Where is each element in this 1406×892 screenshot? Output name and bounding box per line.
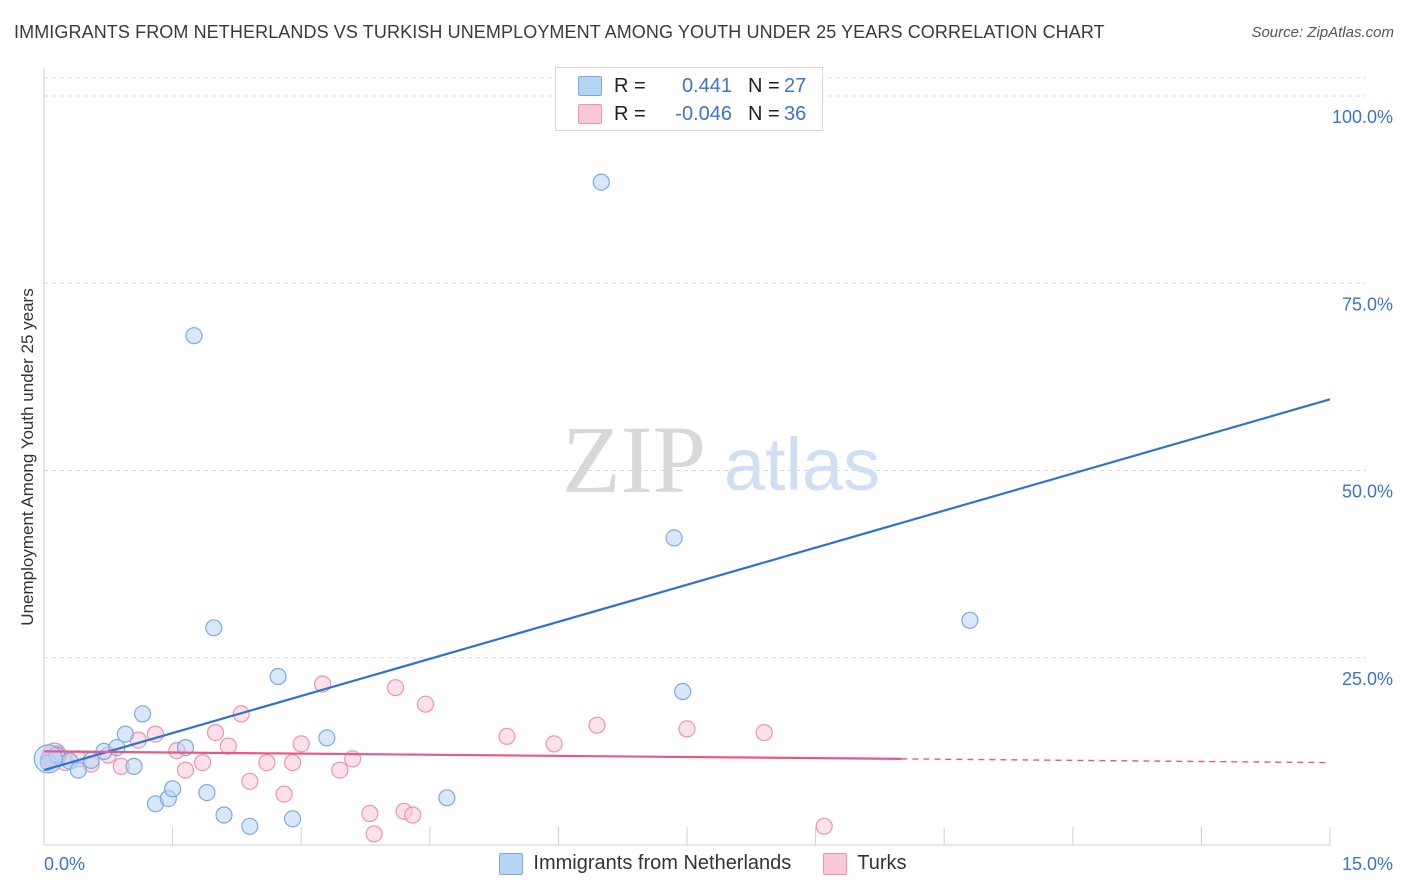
- netherlands-swatch: [578, 76, 602, 96]
- data-point: [404, 806, 422, 824]
- r-value: 0.441: [681, 74, 732, 97]
- source-credit: Source: ZipAtlas.com: [1251, 24, 1394, 41]
- data-point: [164, 780, 182, 798]
- data-point: [678, 720, 696, 738]
- legend-label: Turks: [857, 852, 907, 874]
- data-point: [258, 753, 276, 772]
- trend-lines: [43, 398, 1331, 772]
- data-point: [275, 785, 293, 803]
- r-value: -0.046: [675, 102, 732, 125]
- series-legend: Immigrants from Netherlands Turks: [0, 852, 1406, 875]
- legend-item-netherlands: Immigrants from Netherlands: [499, 852, 791, 875]
- data-point: [755, 723, 773, 742]
- tick-labels: 25.0% 50.0% 75.0% 100.0% 0.0% 15.0%: [44, 107, 1393, 874]
- data-point: [198, 783, 216, 802]
- data-point: [116, 725, 135, 743]
- y-tick-label: 25.0%: [1342, 669, 1393, 689]
- data-point: [284, 810, 302, 828]
- axes: [43, 68, 1331, 846]
- netherlands-swatch: [499, 852, 524, 875]
- grid-lines: [44, 77, 1366, 659]
- data-point: [176, 761, 195, 779]
- turks-points: [39, 675, 833, 843]
- n-label: N =: [748, 102, 780, 125]
- n-value: 36: [784, 102, 807, 125]
- data-point: [961, 611, 979, 629]
- data-point: [215, 806, 233, 824]
- turks-swatch: [823, 852, 848, 875]
- data-point: [498, 727, 516, 746]
- data-point: [194, 753, 212, 772]
- x-tick-label: 15.0%: [1342, 854, 1393, 874]
- data-point: [665, 529, 683, 547]
- data-point: [206, 723, 225, 742]
- data-point: [134, 705, 152, 723]
- x-tick-label: 0.0%: [44, 854, 85, 874]
- legend-item-turks: Turks: [823, 852, 907, 875]
- watermark: ZIP atlas: [562, 406, 880, 513]
- r-label: R =: [614, 74, 646, 97]
- data-point: [386, 679, 405, 697]
- chart-title: IMMIGRANTS FROM NETHERLANDS VS TURKISH U…: [14, 22, 1105, 42]
- data-point: [241, 817, 259, 835]
- data-point: [241, 772, 259, 790]
- legend-label: Immigrants from Netherlands: [533, 852, 792, 874]
- netherlands-trend-line: [43, 398, 1331, 772]
- turks-swatch: [578, 104, 602, 124]
- y-tick-label: 50.0%: [1342, 482, 1393, 502]
- data-point: [292, 735, 310, 753]
- netherlands-points: [33, 173, 979, 835]
- data-point: [416, 695, 435, 713]
- data-point: [815, 817, 833, 835]
- data-point: [125, 757, 143, 776]
- data-point: [361, 804, 379, 823]
- data-point: [205, 619, 223, 637]
- n-label: N =: [748, 74, 780, 97]
- correlation-legend: R = 0.441 N = 27 R = -0.046 N = 36: [555, 67, 823, 131]
- turks-trend-line: [43, 750, 902, 760]
- y-tick-label: 100.0%: [1332, 107, 1393, 127]
- legend-row-netherlands: R = 0.441 N = 27: [578, 72, 806, 100]
- data-point: [318, 729, 336, 747]
- data-point: [545, 735, 563, 753]
- n-value: 27: [784, 74, 807, 97]
- data-point: [588, 716, 606, 734]
- data-point: [365, 825, 383, 843]
- data-point: [185, 327, 203, 345]
- legend-row-turks: R = -0.046 N = 36: [578, 100, 806, 128]
- data-point: [219, 737, 237, 755]
- r-label: R =: [614, 102, 646, 125]
- data-point: [438, 789, 456, 807]
- data-point: [269, 667, 287, 686]
- data-point: [69, 761, 87, 779]
- watermark-atlas: atlas: [724, 423, 880, 506]
- data-point: [674, 682, 692, 701]
- data-point: [331, 761, 349, 779]
- turks-trend-line-extension: [901, 758, 1331, 764]
- data-point: [592, 173, 610, 191]
- y-tick-label: 75.0%: [1342, 294, 1393, 314]
- data-point: [284, 753, 302, 772]
- watermark-zip: ZIP: [562, 406, 706, 513]
